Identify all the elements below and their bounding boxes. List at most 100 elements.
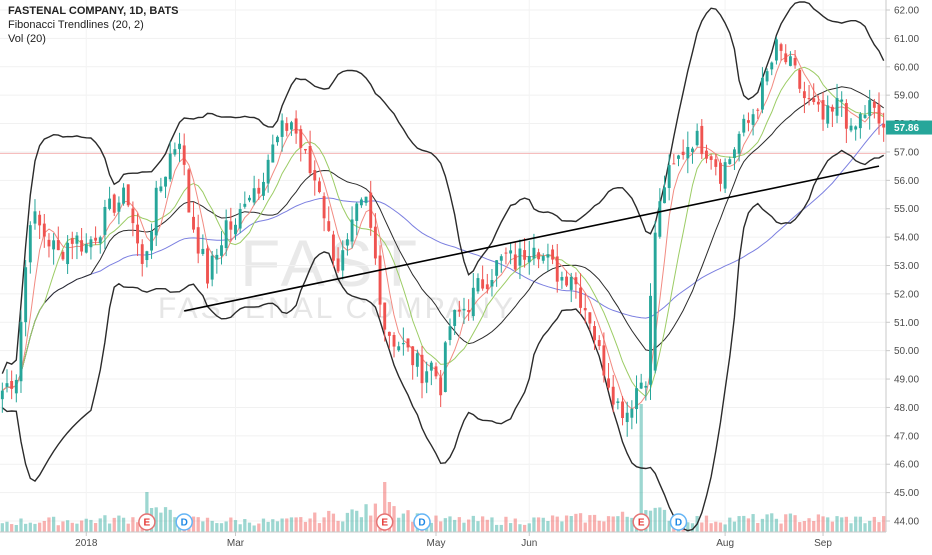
dividend-marker[interactable]: D (669, 513, 688, 531)
candle-body[interactable] (485, 284, 489, 290)
candle-body[interactable] (56, 240, 60, 251)
candle-body[interactable] (593, 326, 596, 341)
candle-body[interactable] (150, 231, 153, 251)
candle-body[interactable] (182, 145, 186, 165)
candle-body[interactable] (756, 109, 760, 111)
candle-body[interactable] (178, 143, 181, 150)
candle-body[interactable] (387, 331, 391, 336)
candle-body[interactable] (882, 123, 886, 128)
candle-body[interactable] (532, 247, 536, 259)
candle-body[interactable] (373, 226, 377, 259)
candle-body[interactable] (695, 130, 699, 146)
candle-body[interactable] (607, 378, 610, 388)
candle-body[interactable] (793, 57, 797, 66)
candle-body[interactable] (355, 203, 359, 221)
candle-body[interactable] (70, 238, 74, 244)
candle-body[interactable] (677, 155, 680, 159)
candle-body[interactable] (733, 149, 736, 159)
candle-body[interactable] (94, 237, 98, 241)
candle-body[interactable] (38, 214, 42, 226)
candle-body[interactable] (420, 354, 424, 384)
candle-body[interactable] (686, 147, 690, 159)
candle-body[interactable] (336, 258, 340, 272)
candle-body[interactable] (667, 165, 671, 188)
candle-body[interactable] (765, 71, 769, 82)
candle-body[interactable] (411, 346, 415, 366)
candle-body[interactable] (858, 113, 862, 129)
candle-body[interactable] (303, 148, 307, 151)
candle-body[interactable] (112, 194, 116, 213)
candle-body[interactable] (206, 248, 209, 284)
candle-body[interactable] (285, 123, 289, 131)
candle-body[interactable] (621, 401, 624, 419)
candle-body[interactable] (495, 260, 499, 276)
candle-body[interactable] (537, 252, 541, 260)
candle-body[interactable] (504, 252, 508, 254)
candle-body[interactable] (66, 242, 70, 265)
candles-layer[interactable] (0, 36, 886, 437)
trendline-layer[interactable] (184, 165, 880, 312)
candle-body[interactable] (565, 276, 569, 286)
candle-body[interactable] (830, 106, 834, 112)
candle-body[interactable] (476, 278, 480, 292)
candle-body[interactable] (359, 199, 363, 206)
candle-body[interactable] (751, 114, 755, 125)
candle-body[interactable] (397, 346, 401, 351)
candle-body[interactable] (700, 125, 704, 155)
candle-body[interactable] (308, 145, 312, 174)
candle-body[interactable] (868, 100, 872, 116)
candle-body[interactable] (187, 169, 191, 213)
candle-body[interactable] (602, 345, 606, 376)
candle-body[interactable] (551, 249, 555, 260)
candle-body[interactable] (84, 244, 88, 253)
candle-body[interactable] (173, 149, 177, 155)
candle-body[interactable] (331, 234, 335, 261)
candle-body[interactable] (439, 377, 443, 396)
candle-body[interactable] (490, 280, 494, 287)
earnings-marker[interactable]: E (138, 513, 156, 531)
candle-body[interactable] (224, 220, 228, 249)
candle-body[interactable] (616, 401, 620, 403)
candle-body[interactable] (723, 162, 727, 189)
candle-body[interactable] (201, 248, 205, 254)
candle-body[interactable] (266, 159, 270, 184)
candle-body[interactable] (168, 153, 172, 180)
candle-body[interactable] (499, 256, 503, 261)
candle-body[interactable] (257, 187, 261, 194)
candle-body[interactable] (812, 98, 816, 103)
candle-body[interactable] (47, 239, 51, 247)
candle-body[interactable] (126, 184, 130, 206)
candle-body[interactable] (322, 196, 326, 219)
candle-body[interactable] (317, 181, 321, 193)
candle-body[interactable] (42, 223, 46, 237)
candle-body[interactable] (560, 277, 564, 281)
candle-body[interactable] (872, 101, 876, 108)
candle-body[interactable] (406, 338, 410, 348)
candle-body[interactable] (597, 340, 601, 347)
candle-body[interactable] (681, 151, 685, 156)
candle-body[interactable] (453, 309, 457, 326)
candle-body[interactable] (709, 156, 713, 160)
support-trendline[interactable] (184, 165, 880, 312)
candle-body[interactable] (523, 250, 527, 260)
candle-body[interactable] (234, 224, 237, 235)
candle-body[interactable] (52, 240, 56, 250)
candle-body[interactable] (271, 144, 275, 163)
candle-body[interactable] (14, 379, 18, 394)
legend-study-volume[interactable]: Vol (20) (8, 33, 46, 45)
candle-body[interactable] (252, 188, 256, 203)
candle-body[interactable] (276, 136, 279, 143)
candle-body[interactable] (798, 69, 802, 89)
candle-body[interactable] (541, 256, 545, 261)
candle-body[interactable] (215, 254, 219, 260)
candle-body[interactable] (131, 208, 135, 224)
candle-body[interactable] (509, 250, 513, 254)
candle-body[interactable] (802, 91, 806, 99)
candle-body[interactable] (33, 211, 37, 224)
candle-body[interactable] (299, 129, 303, 148)
candle-body[interactable] (705, 150, 708, 159)
candle-body[interactable] (728, 159, 732, 165)
candle-body[interactable] (691, 148, 694, 152)
candle-body[interactable] (518, 248, 522, 266)
